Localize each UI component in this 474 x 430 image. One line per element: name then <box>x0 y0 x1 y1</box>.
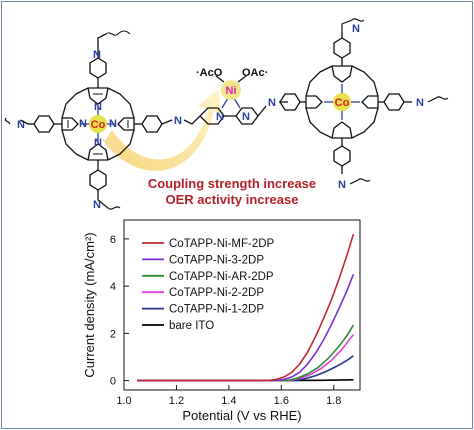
plot-frame <box>123 219 361 391</box>
caption-line-1: Coupling strength increase <box>148 176 316 191</box>
series-line-cotapp-ni-1-2dp <box>137 355 354 382</box>
x-axis-label: Potential (V vs RHE) <box>182 408 301 423</box>
legend-label-cotapp-ni-1-2dp: CoTAPP-Ni-1-2DP <box>169 304 264 316</box>
pyrrole-n: N <box>109 118 117 130</box>
x-tick-label: 1.8 <box>326 395 341 407</box>
y-tick-label: 4 <box>110 281 116 293</box>
x-tick-label: 1.0 <box>116 395 131 407</box>
imine-n: N <box>416 97 424 109</box>
acetate-left: ·AcO <box>196 67 223 79</box>
legend-label-cotapp-ni-2-2dp: CoTAPP-Ni-2-2DP <box>169 287 264 299</box>
legend-label-cotapp-ni-3-2dp: CoTAPP-Ni-3-2DP <box>169 254 264 266</box>
x-tick-label: 1.6 <box>274 395 289 407</box>
y-tick-label: 0 <box>110 376 116 388</box>
nickel-label: Ni <box>226 85 237 97</box>
coupling-arrow <box>104 90 222 171</box>
series-line-cotapp-ni-mf-2dp <box>137 233 355 382</box>
pyrrole-n: N <box>79 118 87 130</box>
legend-label-cotapp-ni-mf-2dp: CoTAPP-Ni-MF-2DP <box>169 238 275 250</box>
imine-n: N <box>268 97 276 109</box>
left-porphyrin: Co N N N N <box>28 49 163 198</box>
pyrrole-n: N <box>94 101 102 113</box>
legend-label-bare-ito: bare ITO <box>169 320 214 332</box>
imine-n: N <box>338 179 346 191</box>
caption-line-2: OER activity increase <box>166 192 299 207</box>
cobalt-label-left: Co <box>91 119 106 131</box>
y-tick-label: 6 <box>110 234 116 246</box>
series-layer <box>137 233 355 382</box>
x-tick-label: 1.2 <box>169 395 184 407</box>
right-porphyrin: Co <box>279 32 412 174</box>
series-line-cotapp-ni-3-2dp <box>137 274 355 382</box>
imine-n: N <box>174 115 182 127</box>
imine-n: N <box>93 49 101 61</box>
bipyridine-nickel: Ni ·AcO OAc· N N <box>196 67 268 125</box>
y-axis-label: Current density (mA/cm²) <box>82 232 97 377</box>
pyrrole-n: N <box>94 137 102 149</box>
molecular-structure: Co N N N N N N N N <box>4 18 449 211</box>
imine-n: N <box>93 199 101 211</box>
acetate-right: OAc· <box>242 67 268 79</box>
series-line-cotapp-ni-ar-2dp <box>137 324 355 382</box>
legend: CoTAPP-Ni-MF-2DP CoTAPP-Ni-3-2DP CoTAPP-Ni… <box>142 238 275 332</box>
legend-label-cotapp-ni-ar-2dp: CoTAPP-Ni-AR-2DP <box>169 271 274 283</box>
imine-n: N <box>352 23 360 35</box>
y-tick-label: 2 <box>110 328 116 340</box>
x-tick-label: 1.4 <box>221 395 236 407</box>
cobalt-label-right: Co <box>335 97 350 109</box>
pyridine-n: N <box>242 111 250 123</box>
imine-n: N <box>17 119 25 131</box>
pyridine-n: N <box>216 111 224 123</box>
